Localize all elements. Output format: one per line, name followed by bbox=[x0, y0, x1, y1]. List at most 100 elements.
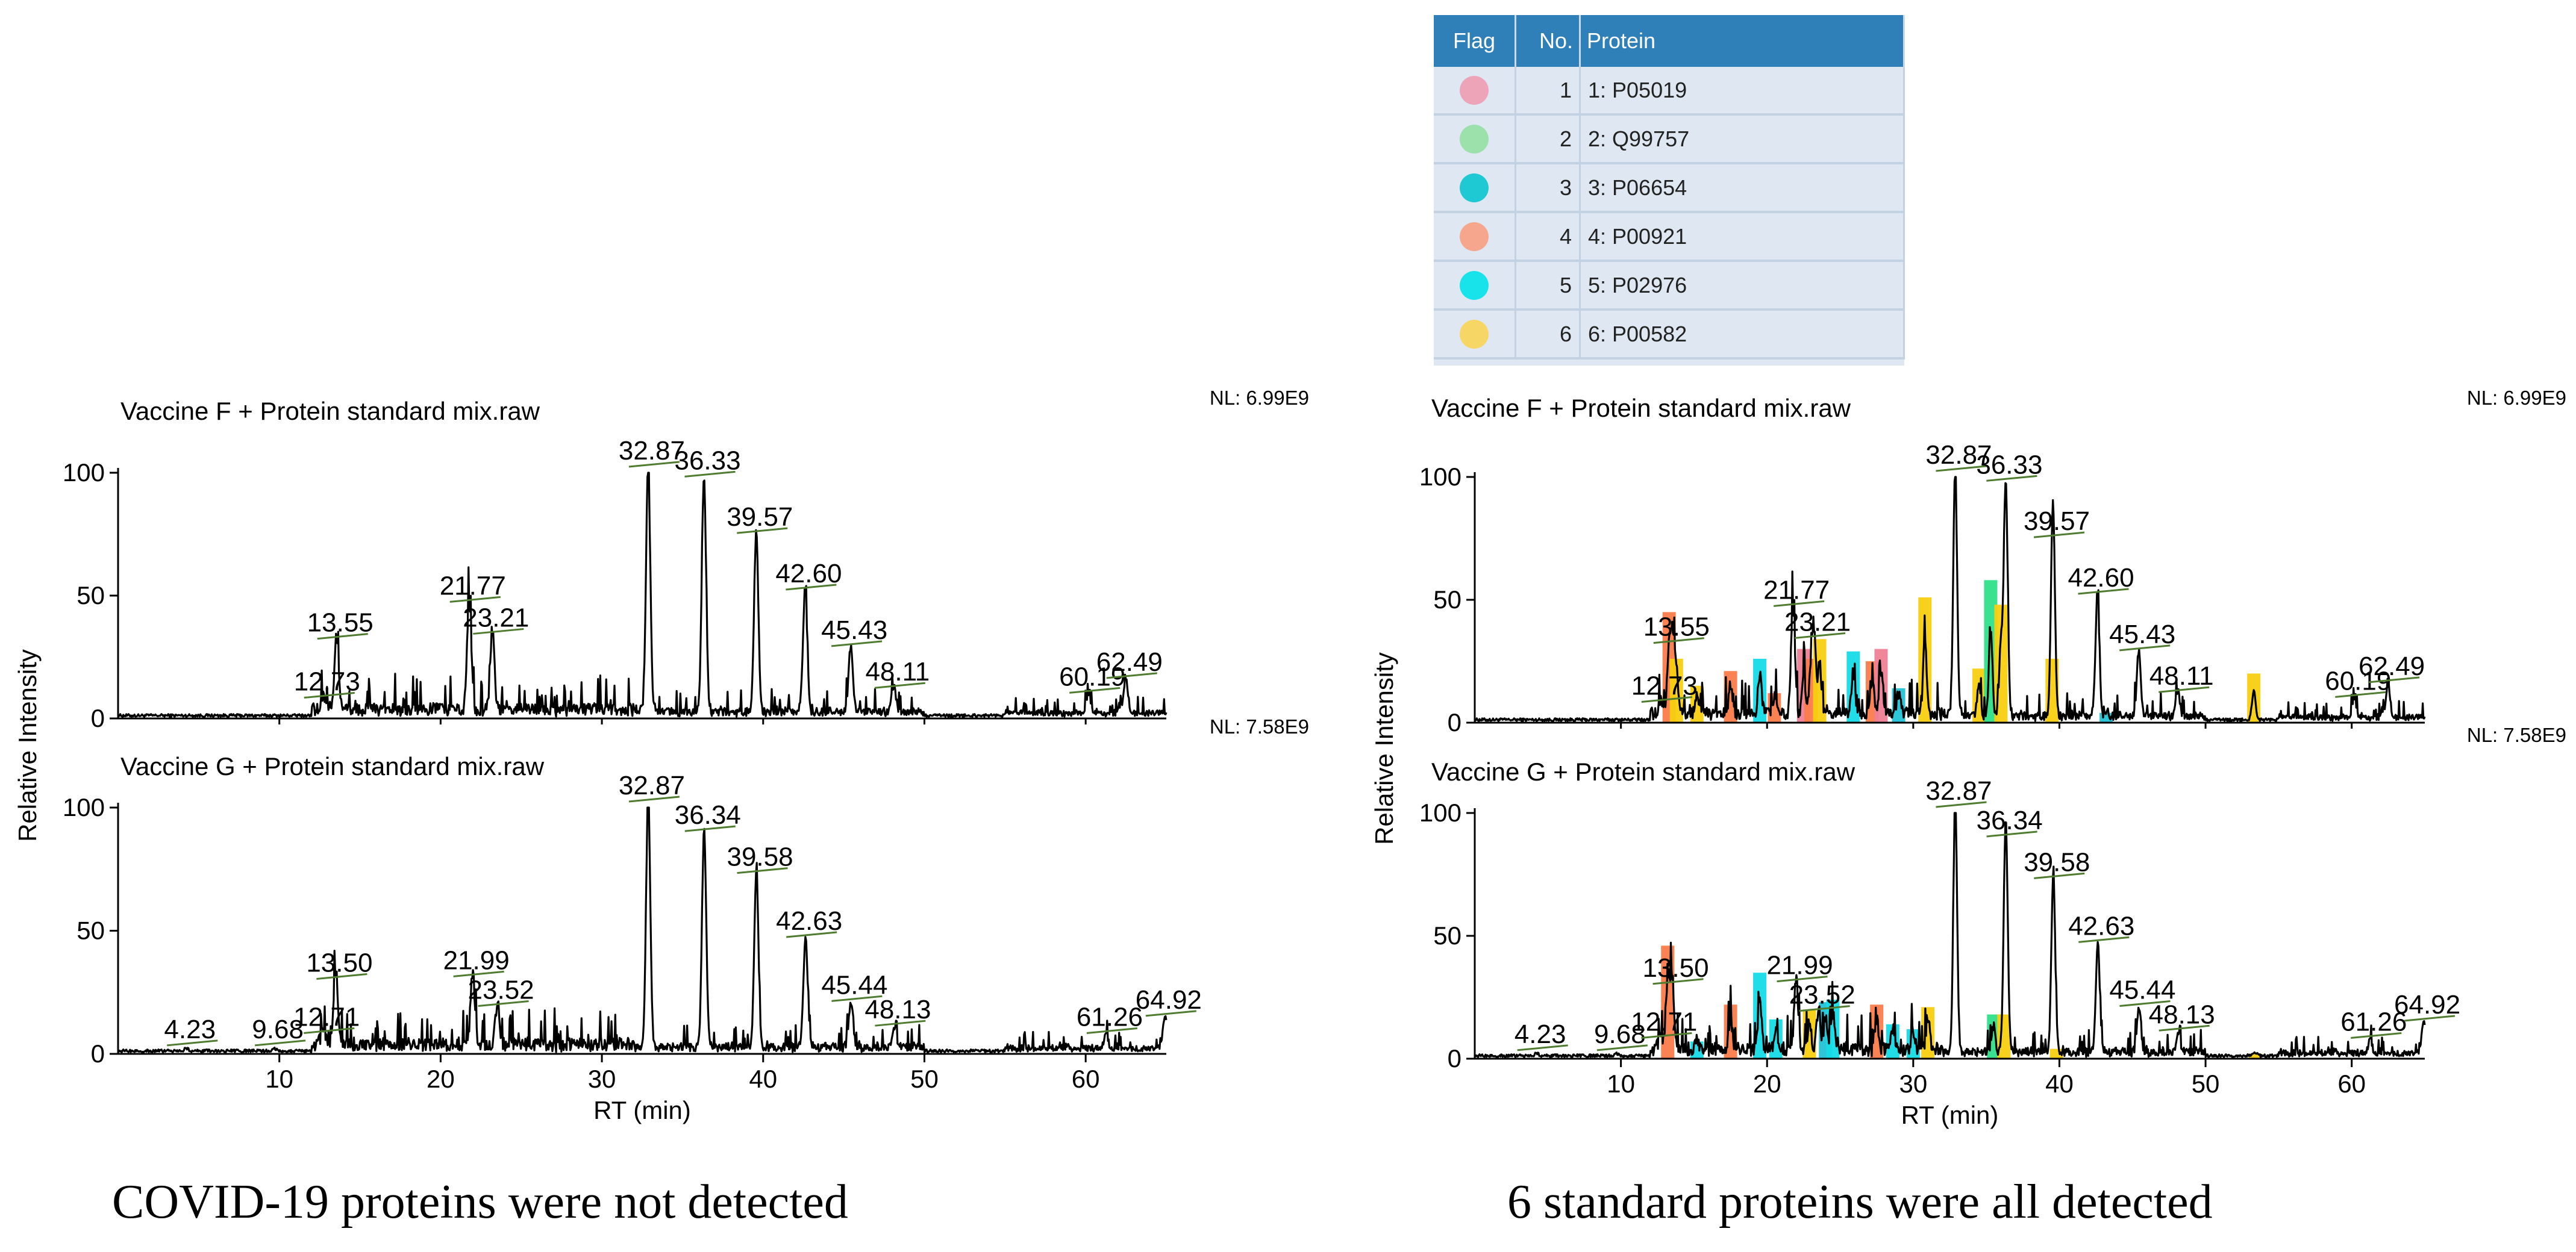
peak-label: 48.11 bbox=[2149, 661, 2214, 691]
peak-label: 39.57 bbox=[727, 502, 793, 532]
protein-highlight-peak bbox=[1994, 605, 2008, 723]
flag-dot-icon bbox=[1460, 173, 1489, 202]
table-row[interactable]: 1 1: P05019 bbox=[1434, 67, 1905, 116]
peak-label-marker bbox=[684, 825, 736, 832]
row-number: 3 bbox=[1515, 163, 1581, 213]
flag-cell bbox=[1434, 114, 1516, 164]
peak-label-marker bbox=[1799, 1005, 1850, 1012]
protein-highlight-peak bbox=[2247, 673, 2261, 723]
peak-label-marker bbox=[875, 1020, 926, 1027]
protein-flag-table: Flag No. Protein 1 1: P05019 2 2: Q99757 3 3:… bbox=[1434, 15, 1905, 366]
x-tick-label: 40 bbox=[749, 1065, 777, 1093]
peak-label-marker bbox=[1936, 465, 1987, 472]
chromatogram-trace bbox=[1474, 476, 2426, 723]
peak-label: 13.50 bbox=[1642, 953, 1708, 983]
peak-label: 32.87 bbox=[619, 771, 685, 800]
peak-label: 36.33 bbox=[674, 446, 740, 475]
peak-label: 4.23 bbox=[1515, 1020, 1566, 1049]
protein-id: 4: P00921 bbox=[1580, 212, 1905, 262]
flag-cell bbox=[1434, 212, 1516, 262]
peak-label-marker bbox=[2159, 1024, 2210, 1032]
caption-left: COVID-19 proteins were not detected bbox=[112, 1176, 848, 1229]
peak-label-marker bbox=[1596, 1044, 1648, 1051]
col-header-protein[interactable]: Protein bbox=[1580, 15, 1905, 67]
peak-label: 39.58 bbox=[2024, 847, 2090, 877]
chart-title: Vaccine F + Protein standard mix.raw bbox=[1431, 394, 1851, 422]
y-axis-label: Relative Intensity bbox=[13, 649, 42, 842]
peak-label-marker bbox=[2078, 936, 2130, 943]
peak-label: 13.55 bbox=[1643, 612, 1710, 642]
peak-label-marker bbox=[737, 867, 788, 874]
peak-label: 48.13 bbox=[864, 995, 931, 1024]
peak-label-marker bbox=[2404, 1015, 2456, 1022]
peak-label-marker bbox=[874, 682, 926, 689]
y-tick-label: 0 bbox=[91, 1039, 105, 1068]
y-tick-label: 0 bbox=[1448, 1044, 1462, 1073]
y-tick-label: 100 bbox=[63, 458, 105, 487]
peak-label-marker bbox=[1145, 1010, 1197, 1017]
peak-label-marker bbox=[628, 461, 680, 468]
chromatogram-trace bbox=[117, 806, 1168, 1054]
table-row[interactable]: 4 4: P00921 bbox=[1434, 212, 1905, 262]
peak-label: 36.34 bbox=[1977, 806, 2043, 835]
peak-label: 12.73 bbox=[294, 667, 360, 697]
peak-label-marker bbox=[1106, 672, 1157, 679]
peak-label-marker bbox=[2351, 1032, 2402, 1039]
peak-label: 21.77 bbox=[1763, 575, 1830, 605]
peak-label-marker bbox=[2033, 531, 2085, 538]
protein-highlight-peak bbox=[1921, 1007, 1935, 1059]
peak-label: 62.49 bbox=[2359, 652, 2425, 681]
peak-label: 21.99 bbox=[1766, 951, 1833, 980]
peak-label-marker bbox=[2034, 872, 2085, 879]
peak-label: 21.77 bbox=[440, 571, 506, 600]
peak-label: 39.57 bbox=[2024, 506, 2090, 536]
flag-cell bbox=[1434, 67, 1516, 116]
peak-label: 12.71 bbox=[293, 1002, 360, 1032]
peak-label: 32.87 bbox=[1925, 440, 1992, 470]
x-tick-label: 60 bbox=[2337, 1070, 2366, 1098]
peak-label-marker bbox=[2159, 686, 2210, 693]
y-tick-label: 50 bbox=[77, 581, 105, 609]
y-axis-label: Relative Intensity bbox=[1370, 652, 1398, 845]
peak-label-marker bbox=[2078, 588, 2129, 595]
table-row[interactable]: 2 2: Q99757 bbox=[1434, 114, 1905, 164]
peak-label-marker bbox=[1641, 696, 1692, 703]
peak-label-marker bbox=[684, 470, 736, 478]
col-header-no[interactable]: No. bbox=[1515, 15, 1581, 67]
x-tick-label: 50 bbox=[910, 1065, 939, 1093]
chromatogram-trace bbox=[1474, 812, 2426, 1059]
peak-label-marker bbox=[1794, 632, 1846, 639]
chromatogram-trace bbox=[117, 472, 1168, 718]
peak-label-marker bbox=[1774, 600, 1825, 607]
peak-label-marker bbox=[786, 584, 837, 591]
peak-label: 32.87 bbox=[1925, 776, 1992, 806]
row-number: 5 bbox=[1515, 261, 1581, 311]
peak-label: 64.92 bbox=[1136, 985, 1202, 1015]
peak-label-marker bbox=[1517, 1044, 1568, 1051]
peak-label-marker bbox=[1777, 976, 1828, 983]
row-number: 2 bbox=[1515, 114, 1581, 164]
flag-dot-icon bbox=[1460, 75, 1489, 105]
y-tick-label: 100 bbox=[1419, 462, 1462, 491]
peak-label: 48.13 bbox=[2149, 1000, 2215, 1029]
row-number: 1 bbox=[1515, 67, 1581, 116]
peak-label: 36.33 bbox=[1976, 450, 2042, 479]
peak-label: 45.43 bbox=[2109, 620, 2175, 649]
peak-label-marker bbox=[2368, 676, 2420, 684]
peak-label: 23.52 bbox=[1789, 980, 1855, 1010]
peak-label-marker bbox=[167, 1039, 218, 1047]
col-header-flag[interactable]: Flag bbox=[1434, 15, 1516, 67]
y-tick-label: 50 bbox=[77, 917, 105, 945]
x-axis-label: RT (min) bbox=[1901, 1101, 1999, 1129]
peak-label: 62.49 bbox=[1096, 647, 1163, 677]
peak-label-marker bbox=[1641, 1032, 1692, 1039]
peak-label: 12.71 bbox=[1631, 1008, 1697, 1037]
table-row[interactable]: 5 5: P02976 bbox=[1434, 261, 1905, 311]
table-row[interactable]: 3 3: P06654 bbox=[1434, 163, 1905, 213]
y-tick-label: 50 bbox=[1433, 585, 1462, 614]
peak-label-marker bbox=[1086, 1027, 1138, 1034]
protein-id: 1: P05019 bbox=[1580, 67, 1905, 116]
table-row[interactable]: 6 6: P00582 bbox=[1434, 310, 1905, 360]
y-tick-label: 0 bbox=[1448, 708, 1462, 737]
peak-label-marker bbox=[628, 796, 680, 803]
